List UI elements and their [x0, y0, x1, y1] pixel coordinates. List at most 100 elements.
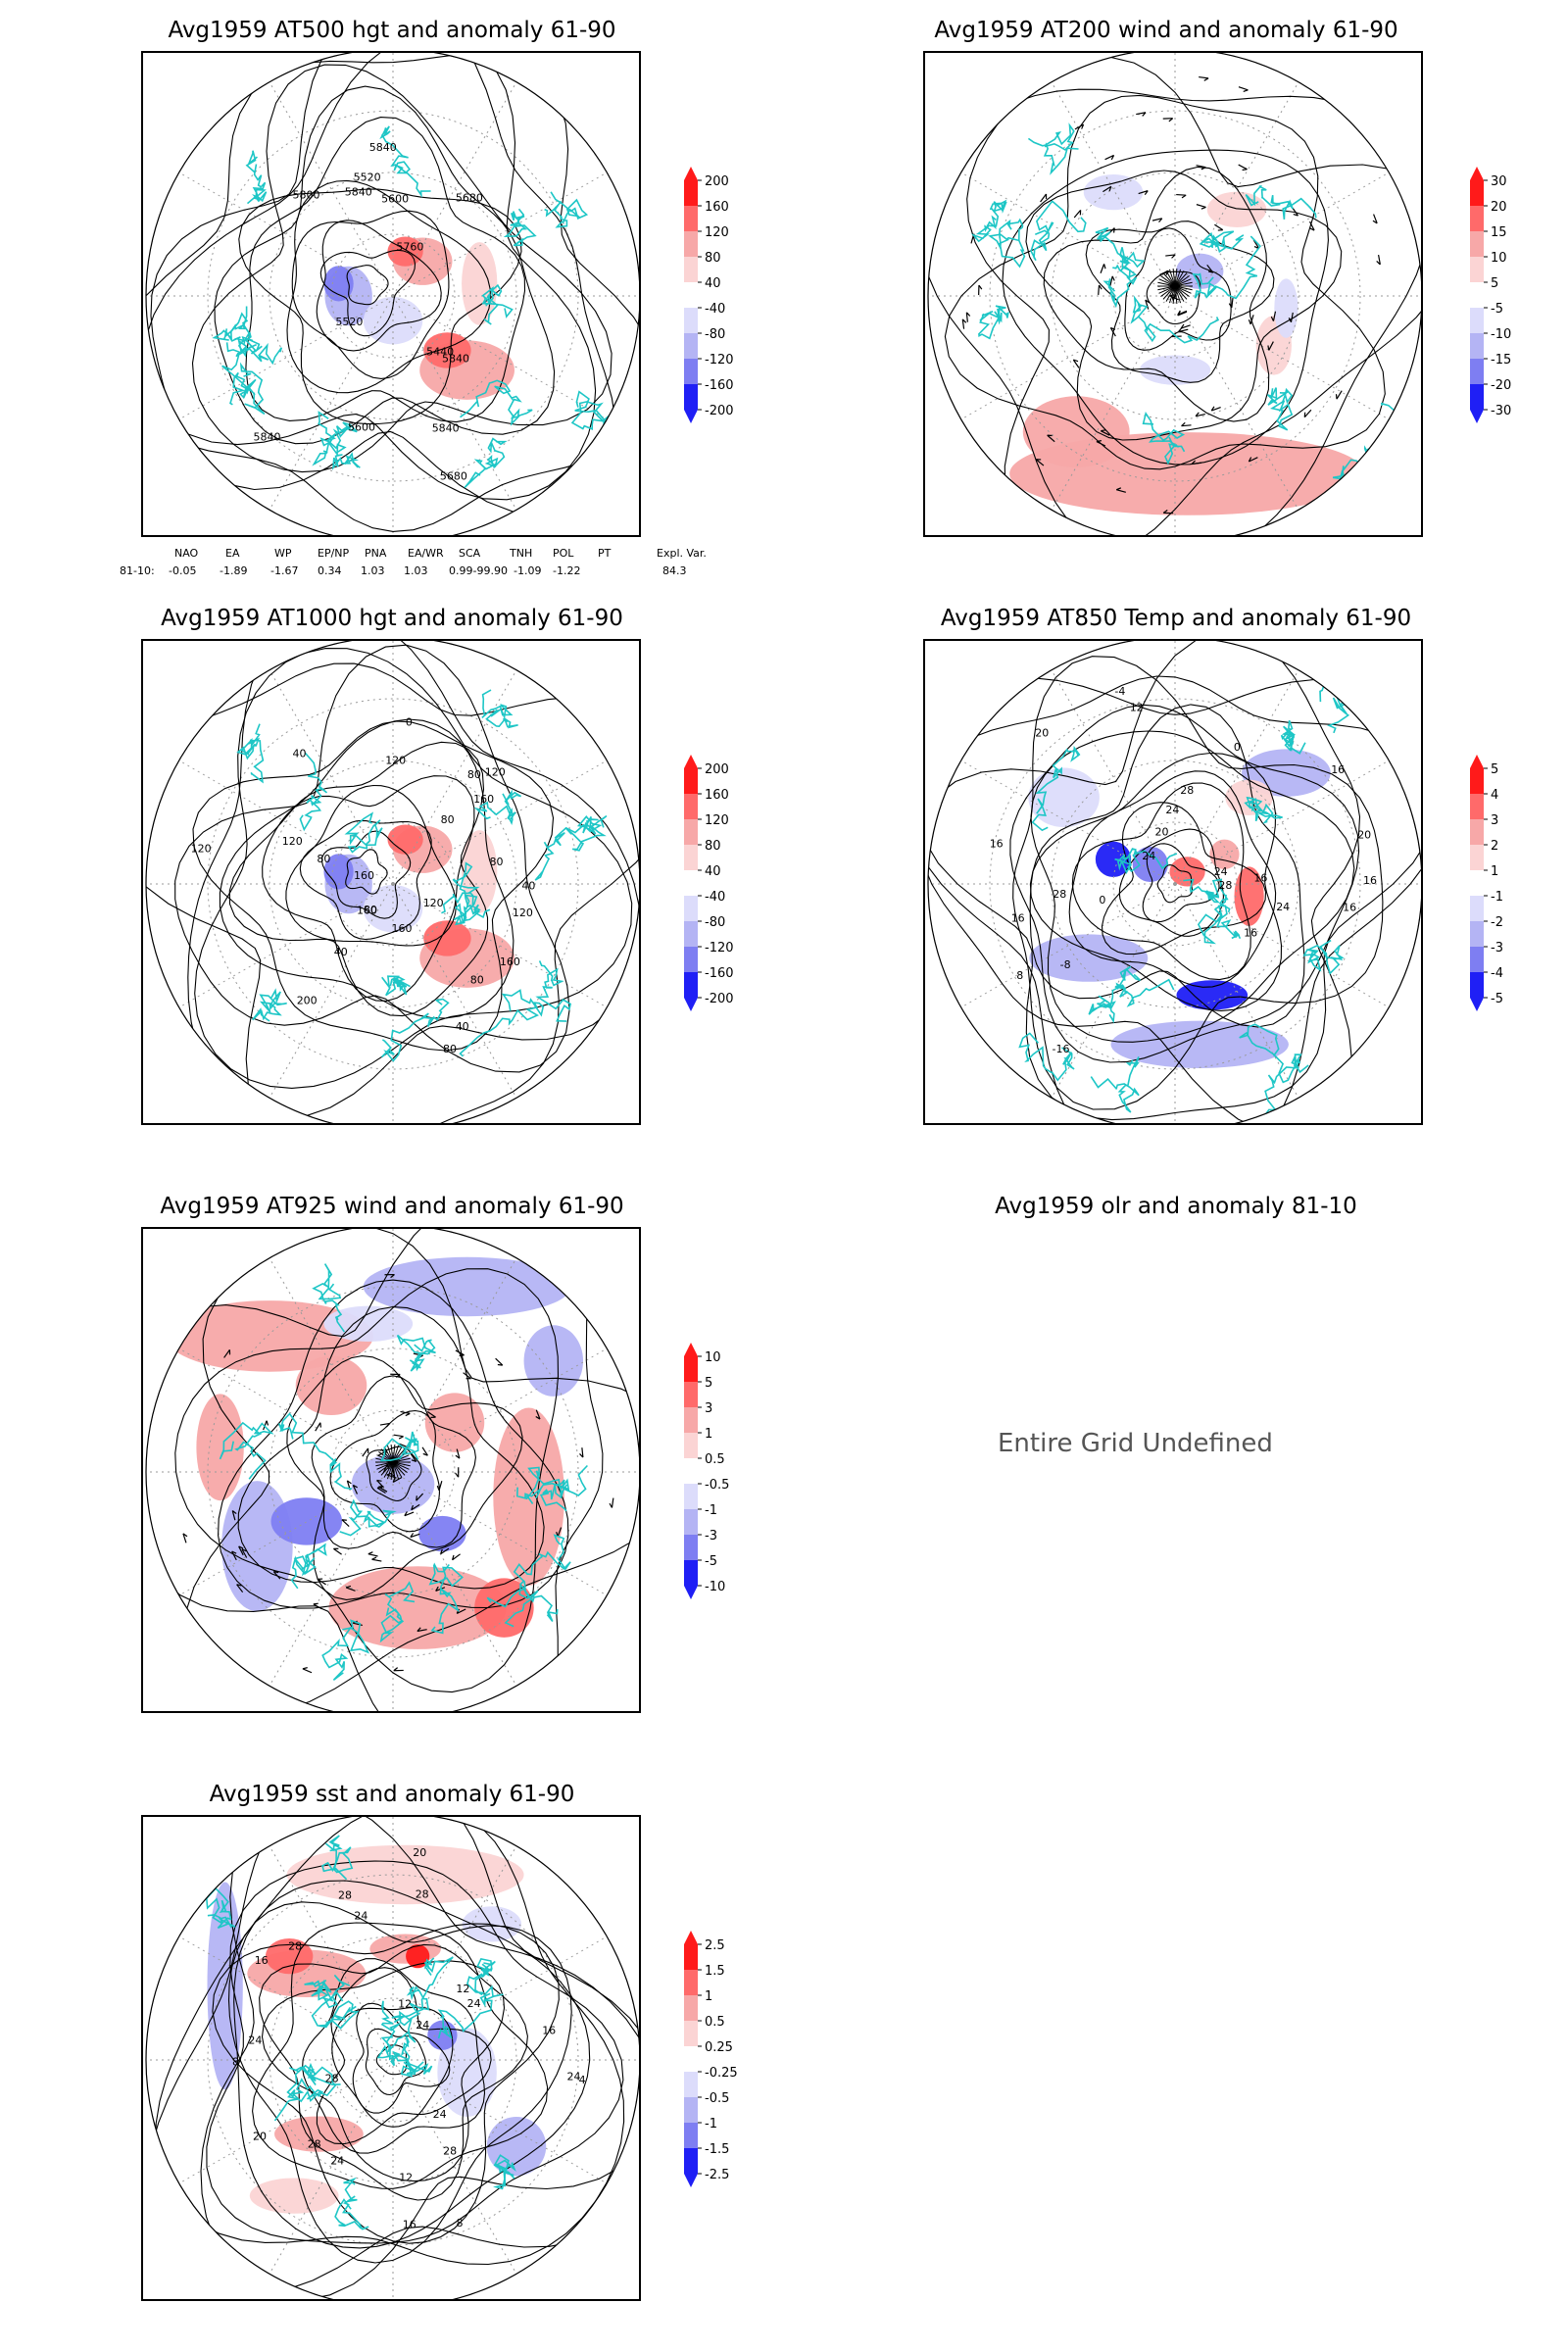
- colorbar-label: 0.5: [705, 1452, 725, 1467]
- meridian: [178, 295, 394, 420]
- colorbar-label: 5: [1491, 276, 1498, 291]
- contour-label: 28: [288, 1939, 302, 1952]
- meridian: [1051, 669, 1176, 885]
- anomaly-shading: [363, 1256, 571, 1317]
- polar-spoke: [1172, 269, 1176, 287]
- colorbar-label: -0.5: [705, 1478, 729, 1493]
- coastline: [481, 283, 514, 325]
- streamline-arrow: [1292, 207, 1299, 217]
- coastline: [453, 894, 491, 926]
- contour-label: 28: [1218, 879, 1232, 892]
- table-cell: 0.99-99.90: [449, 564, 508, 577]
- polar-spoke: [392, 1461, 408, 1473]
- colorbar-label: -30: [1491, 404, 1511, 418]
- streamline-arrow: [416, 1627, 427, 1633]
- contour-label: 20: [1357, 828, 1371, 841]
- coastline: [466, 1957, 496, 1996]
- streamline-arrow: [1109, 275, 1115, 286]
- contour-label: 5840: [432, 421, 460, 434]
- colorbar-swatch: [684, 359, 698, 384]
- streamline-arrow: [1303, 409, 1312, 418]
- colorbar-swatch: [684, 257, 698, 282]
- polar-spoke: [1172, 285, 1176, 304]
- colorbar-swatch: [684, 1356, 698, 1382]
- colorbar-500: 200 160 120 80 40 -40 -80 -120 -160 -200: [684, 167, 734, 423]
- panel-title-850: Avg1959 AT850 Temp and anomaly 61-90: [940, 606, 1412, 631]
- streamline-arrow: [231, 1550, 237, 1561]
- colorbar-label: -0.5: [705, 2091, 729, 2106]
- contour-line: [1156, 864, 1194, 904]
- streamline-arrow: [495, 1357, 504, 1366]
- contour-label: 24: [416, 2019, 429, 2032]
- contour-line: [238, 188, 522, 425]
- coastline: [379, 1431, 419, 1462]
- colorbar-swatch: [1470, 359, 1484, 384]
- colorbar-label: -120: [705, 353, 734, 368]
- latitude-circle: [330, 233, 456, 359]
- polar-spoke: [1174, 278, 1192, 287]
- latitude-circle: [330, 1409, 456, 1535]
- polar-spoke: [378, 1461, 394, 1473]
- contour-label: 120: [385, 755, 406, 767]
- coastline: [290, 1543, 327, 1590]
- contour-line: [245, 117, 526, 423]
- contour-line: [286, 1355, 523, 1600]
- colorbar-label: 2: [1491, 839, 1498, 854]
- colorbar-swatch: [1470, 972, 1484, 998]
- anomaly-shading: [1029, 934, 1149, 982]
- streamline-arrow: [436, 1481, 443, 1492]
- contour-label: 16: [1363, 874, 1377, 887]
- streamline-arrow: [1238, 86, 1249, 93]
- meridian: [269, 81, 394, 297]
- coastline: [441, 861, 481, 915]
- contour-line: [174, 1268, 560, 1693]
- coastline: [339, 1498, 397, 1537]
- colorbar-swatch: [1470, 794, 1484, 819]
- streamline-arrow: [1270, 311, 1277, 321]
- polar-spoke: [1160, 275, 1176, 287]
- contour-label: 24: [1142, 850, 1155, 862]
- map-content: [146, 1229, 639, 1711]
- contour-label: 8: [1016, 969, 1023, 982]
- coastline: [1027, 122, 1079, 175]
- contour-label: 160: [357, 904, 377, 916]
- anomaly-shading: [1022, 396, 1130, 467]
- colorbar-label: 10: [705, 1350, 721, 1365]
- contour-line: [206, 1860, 624, 2244]
- contour-line: [146, 53, 639, 532]
- streamline-arrow: [1372, 214, 1378, 224]
- colorbar-label: 5: [705, 1376, 712, 1391]
- coastline: [534, 815, 603, 881]
- colorbar-label: -1.5: [705, 2142, 729, 2157]
- undefined-grid-message: Entire Grid Undefined: [998, 1429, 1273, 1458]
- polar-spoke: [392, 1454, 410, 1463]
- colorbar-label: 20: [1491, 200, 1507, 215]
- contour-label: 40: [456, 1020, 469, 1033]
- contour-label: 5600: [381, 192, 409, 205]
- contour-label: 5520: [354, 172, 381, 184]
- meridian: [269, 295, 394, 511]
- anomaly-shading: [1083, 174, 1144, 211]
- streamline-arrow: [238, 1545, 244, 1556]
- polar-spoke: [1157, 281, 1176, 287]
- contour-label: 5840: [254, 431, 281, 444]
- streamline-arrow: [352, 1484, 359, 1494]
- colorbar-swatch: [1470, 308, 1484, 333]
- coastline: [1332, 402, 1400, 480]
- map-content: 2824282420161224201612288416128282824242…: [146, 1817, 639, 2299]
- colorbar-swatch: [684, 282, 698, 308]
- colorbar-swatch: [1470, 947, 1484, 972]
- colorbar-swatch: [684, 896, 698, 921]
- map-boundary: [145, 1229, 639, 1711]
- contour-label: 160: [473, 793, 494, 806]
- streamline-arrow: [313, 1602, 322, 1610]
- coastline: [311, 1991, 360, 2030]
- colorbar-swatch: [684, 1509, 698, 1535]
- polar-spoke: [392, 1461, 396, 1480]
- colorbar-label: -80: [705, 915, 725, 930]
- colorbar-swatch: [1470, 896, 1484, 921]
- polar-spoke: [1168, 269, 1176, 287]
- colorbar-label: 0.5: [705, 2015, 725, 2030]
- contour-line: [218, 1279, 569, 1609]
- streamline-arrow: [333, 1547, 342, 1555]
